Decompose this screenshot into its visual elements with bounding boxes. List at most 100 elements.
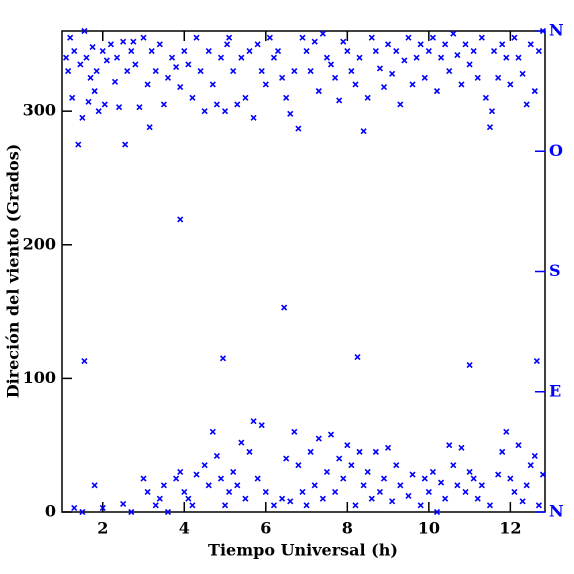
point [63, 54, 70, 61]
point [120, 500, 127, 508]
point [488, 108, 496, 115]
point [466, 61, 473, 68]
point [279, 495, 286, 502]
point [385, 444, 392, 451]
x-tick-label: 10 [418, 519, 440, 538]
point [238, 439, 245, 446]
point [266, 34, 273, 41]
point [209, 81, 216, 88]
point [372, 47, 379, 55]
point [307, 448, 314, 455]
x-tick-label: 2 [97, 519, 108, 538]
point [156, 41, 163, 48]
point [454, 482, 461, 489]
point [69, 94, 76, 101]
point [79, 508, 86, 516]
point [89, 43, 96, 51]
point [254, 41, 261, 48]
point [234, 101, 241, 108]
y2-tick-label: N [549, 502, 564, 521]
point [503, 428, 510, 435]
point [156, 495, 163, 502]
point [421, 475, 428, 482]
point [95, 108, 102, 115]
point [168, 54, 176, 61]
point [258, 422, 265, 429]
point [327, 431, 335, 438]
point [344, 47, 351, 55]
point [303, 502, 310, 509]
point [315, 88, 322, 95]
point [311, 482, 318, 489]
point [91, 482, 98, 489]
point [234, 482, 241, 489]
point [246, 448, 253, 455]
point [213, 452, 220, 459]
point [413, 54, 420, 61]
point [185, 61, 192, 68]
point [466, 468, 473, 475]
point [164, 74, 172, 81]
point [527, 41, 534, 48]
point [499, 448, 506, 455]
point [128, 508, 135, 516]
point [474, 74, 481, 81]
point [397, 101, 404, 108]
point [340, 38, 347, 45]
point [531, 452, 538, 459]
y-tick-label: 200 [23, 234, 56, 253]
point [535, 502, 542, 509]
point [226, 34, 233, 41]
point [124, 68, 131, 75]
point [71, 47, 78, 55]
y2-tick-label: O [549, 141, 563, 160]
point [360, 128, 367, 135]
point [478, 482, 485, 489]
point [250, 114, 257, 121]
point [79, 114, 86, 121]
point [146, 124, 153, 131]
point [393, 47, 400, 55]
point [295, 125, 302, 132]
plot-frame [61, 30, 546, 513]
point [230, 68, 237, 75]
point [209, 428, 216, 435]
point [433, 88, 441, 95]
point [319, 30, 326, 37]
point [380, 84, 388, 91]
point [364, 468, 371, 475]
point [319, 495, 326, 502]
point [226, 488, 233, 496]
point [523, 101, 530, 108]
point [113, 54, 121, 61]
point [99, 47, 106, 55]
point [332, 488, 339, 496]
point [372, 448, 379, 455]
point [507, 475, 514, 482]
point [242, 495, 249, 502]
point [250, 418, 257, 425]
point [446, 68, 453, 75]
point [437, 54, 445, 61]
point [433, 508, 441, 516]
point [303, 47, 310, 55]
point [185, 495, 192, 502]
point [511, 34, 518, 41]
point [111, 78, 119, 85]
point [291, 68, 298, 75]
point [201, 462, 208, 469]
point [279, 74, 286, 81]
point [205, 482, 212, 489]
point [130, 38, 137, 45]
point [262, 488, 269, 496]
point [270, 502, 278, 509]
point [201, 108, 208, 115]
point [533, 357, 540, 365]
point [336, 97, 343, 104]
point [380, 475, 388, 482]
point [93, 68, 100, 75]
point [486, 124, 494, 131]
point [462, 488, 469, 496]
point [189, 502, 196, 509]
